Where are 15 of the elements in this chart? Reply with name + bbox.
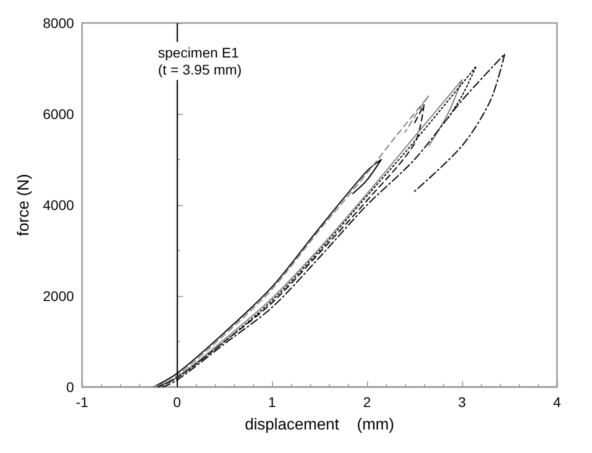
y-axis-title: force (N) (16, 174, 32, 236)
x-tick-label: 3 (458, 394, 466, 410)
annotation: specimen E1 (158, 44, 240, 60)
x-tick-label: 0 (173, 394, 182, 410)
annotation: (t = 3.95 mm) (158, 62, 242, 78)
x-tick-label: 1 (268, 394, 276, 410)
x-tick-label: -1 (76, 394, 88, 410)
y-tick-label: 6000 (42, 106, 74, 122)
y-tick-label: 2000 (42, 288, 74, 304)
y-tick-label: 4000 (42, 197, 74, 213)
y-tick-label: 8000 (42, 15, 74, 31)
x-tick-label: 4 (553, 394, 562, 410)
x-axis-title: displacement (mm) (244, 416, 394, 434)
y-tick-label: 0 (66, 379, 74, 395)
x-tick-label: 2 (363, 394, 372, 410)
